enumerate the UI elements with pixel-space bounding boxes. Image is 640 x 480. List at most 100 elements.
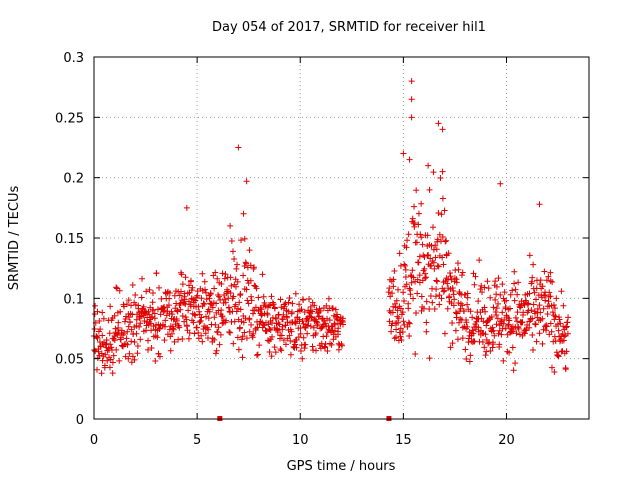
- data-point: [411, 223, 418, 230]
- data-point: [440, 288, 447, 295]
- data-point: [240, 272, 247, 279]
- data-point: [232, 283, 239, 290]
- data-point: [505, 321, 512, 328]
- y-tick-label: 0.1: [63, 292, 84, 307]
- data-point: [419, 241, 426, 248]
- data-point: [206, 295, 213, 302]
- data-point: [124, 341, 131, 348]
- data-point: [543, 327, 550, 334]
- data-point: [483, 348, 490, 355]
- data-point: [523, 326, 530, 333]
- data-point: [434, 236, 441, 243]
- data-point: [141, 308, 148, 315]
- data-point: [456, 290, 463, 297]
- data-point: [548, 328, 555, 335]
- data-point: [161, 337, 168, 344]
- data-point: [96, 318, 103, 325]
- data-point: [175, 322, 182, 329]
- data-point: [487, 348, 494, 355]
- data-point: [100, 315, 107, 322]
- data-point: [214, 275, 221, 282]
- data-point: [511, 280, 518, 287]
- data-point: [219, 313, 226, 320]
- data-point: [257, 304, 264, 311]
- data-point: [499, 309, 506, 316]
- data-point: [277, 345, 284, 352]
- data-point: [108, 344, 115, 351]
- data-point: [530, 346, 537, 353]
- data-point: [191, 311, 198, 318]
- data-point: [246, 247, 253, 254]
- data-point: [253, 285, 260, 292]
- data-point: [463, 356, 470, 363]
- data-point: [161, 307, 168, 314]
- data-point: [211, 285, 218, 292]
- data-point: [463, 319, 470, 326]
- data-point: [422, 274, 429, 281]
- data-point: [400, 318, 407, 325]
- data-point: [469, 327, 476, 334]
- data-point: [229, 248, 236, 255]
- data-point: [225, 304, 232, 311]
- data-point: [106, 330, 113, 337]
- data-point: [437, 174, 444, 181]
- data-point: [531, 289, 538, 296]
- data-point: [526, 290, 533, 297]
- data-point: [335, 325, 342, 332]
- data-point: [541, 268, 548, 275]
- data-point: [422, 270, 429, 277]
- data-point: [179, 281, 186, 288]
- x-tick-label: 5: [193, 433, 201, 448]
- data-point: [288, 328, 295, 335]
- data-point: [482, 331, 489, 338]
- data-point: [94, 366, 101, 373]
- data-point: [182, 301, 189, 308]
- data-point: [397, 305, 404, 312]
- data-point: [441, 207, 448, 214]
- data-point: [227, 289, 234, 296]
- data-point: [311, 302, 318, 309]
- data-point: [94, 308, 101, 315]
- data-point: [546, 289, 553, 296]
- data-point: [432, 242, 439, 249]
- data-point: [261, 299, 268, 306]
- data-point: [221, 275, 228, 282]
- data-point: [199, 338, 206, 345]
- data-point: [413, 187, 420, 194]
- data-point: [243, 335, 250, 342]
- data-point: [243, 178, 250, 185]
- data-point: [470, 330, 477, 337]
- data-point: [246, 315, 253, 322]
- data-point: [425, 251, 432, 258]
- data-point: [434, 262, 441, 269]
- x-axis-label: GPS time / hours: [287, 459, 396, 474]
- data-point: [532, 310, 539, 317]
- data-point: [323, 302, 330, 309]
- data-point: [304, 330, 311, 337]
- data-point: [395, 319, 402, 326]
- data-point: [266, 349, 273, 356]
- data-point: [300, 320, 307, 327]
- data-point: [543, 322, 550, 329]
- data-point: [539, 283, 546, 290]
- data-point: [519, 319, 526, 326]
- data-point: [182, 274, 189, 281]
- data-point: [324, 347, 331, 354]
- data-point: [322, 344, 329, 351]
- data-point: [292, 341, 299, 348]
- data-point: [201, 278, 208, 285]
- data-point: [420, 305, 427, 312]
- data-point: [297, 330, 304, 337]
- data-point: [109, 359, 116, 366]
- data-point: [282, 322, 289, 329]
- data-point: [509, 287, 516, 294]
- data-point: [273, 315, 280, 322]
- data-point: [536, 302, 543, 309]
- data-point: [309, 308, 316, 315]
- data-point: [145, 337, 152, 344]
- data-point: [402, 266, 409, 273]
- data-point: [307, 323, 314, 330]
- data-point: [140, 303, 147, 310]
- data-point: [111, 337, 118, 344]
- data-point: [300, 334, 307, 341]
